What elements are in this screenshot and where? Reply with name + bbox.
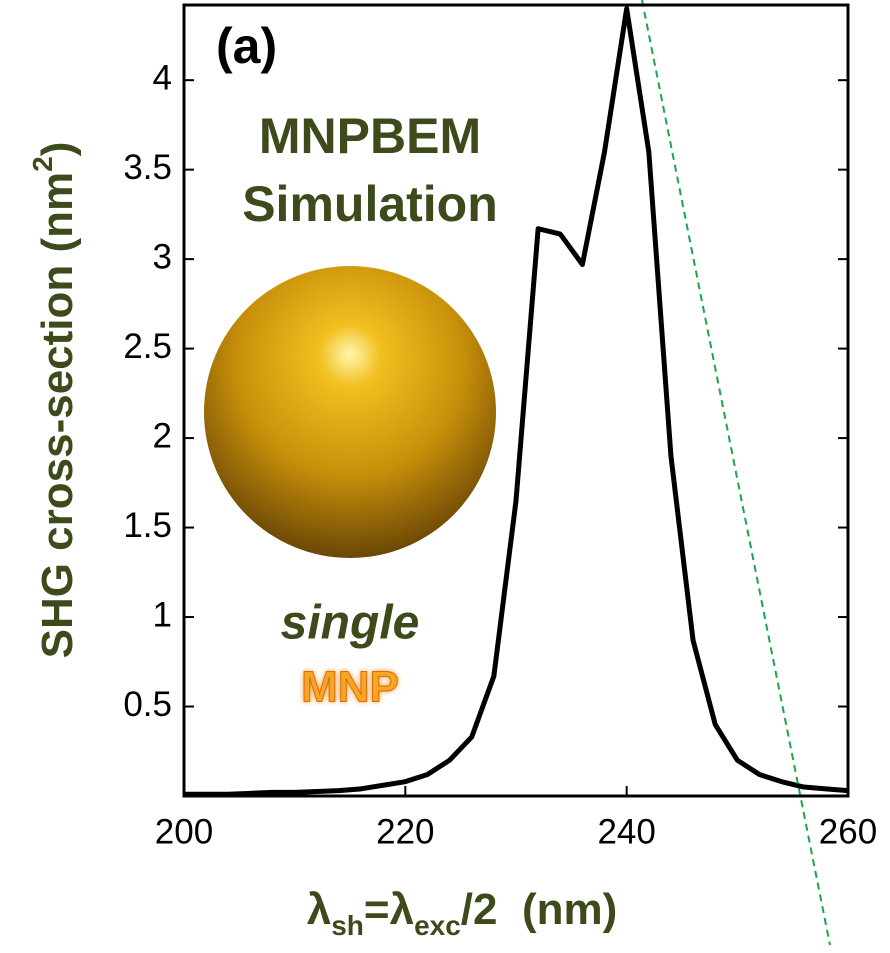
y-tick-label: 2.5 [123, 327, 172, 366]
sphere-illustration [204, 266, 496, 558]
x-label-text: λ [307, 885, 331, 934]
guide-line [641, 0, 831, 946]
y-tick-label: 3.5 [123, 148, 172, 187]
y-tick-label: 0.5 [123, 685, 172, 724]
y-axis-label: SHG cross-section (nm2) [27, 142, 82, 659]
annotation: Simulation [242, 176, 498, 232]
x-label-sub: exc [414, 910, 461, 941]
y-tick-label: 3 [153, 237, 172, 276]
y-tick-label: 1.5 [123, 506, 172, 545]
x-label-text: =λ [364, 885, 414, 934]
y-tick-label: 2 [153, 416, 172, 455]
annotation-glow: MNP [301, 663, 399, 712]
y-tick-label: 1 [153, 595, 172, 634]
x-axis-label: λsh=λexc/2 (nm) [307, 885, 618, 941]
x-label-sub: sh [331, 910, 364, 941]
x-tick-label: 200 [155, 812, 213, 851]
panel-label: (a) [216, 18, 277, 74]
annotation: MNP [301, 663, 399, 712]
annotation: MNPBEM [259, 108, 481, 164]
plot-frame [182, 3, 850, 798]
data-line [184, 6, 849, 797]
y-label-text: SHG cross-section (nm [33, 172, 82, 659]
x-tick-label: 220 [376, 812, 434, 851]
y-label-sup: 2 [27, 156, 58, 172]
x-tick-label: 240 [597, 812, 655, 851]
y-label-text: ) [33, 142, 82, 157]
x-tick-label: 260 [819, 812, 877, 851]
y-tick-label: 4 [153, 58, 172, 97]
x-label-text: /2 (nm) [461, 885, 617, 934]
annotation: single [281, 597, 420, 650]
